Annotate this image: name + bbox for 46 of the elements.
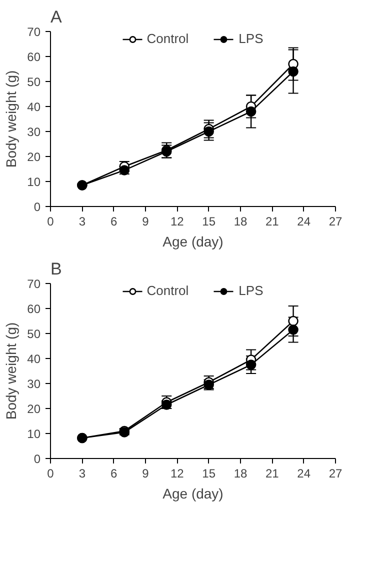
y-tick-label: 0 — [34, 200, 41, 214]
y-tick-label: 60 — [27, 50, 41, 64]
chart-title: B — [50, 260, 62, 278]
y-tick-label: 40 — [27, 100, 41, 114]
x-tick-label: 15 — [202, 214, 216, 228]
x-tick-label: 6 — [110, 214, 118, 228]
x-tick-label: 6 — [110, 466, 118, 480]
x-tick-label: 21 — [265, 214, 280, 228]
y-tick-label: 60 — [27, 302, 41, 316]
y-tick-label: 30 — [27, 377, 41, 391]
x-tick-label: 0 — [47, 214, 54, 228]
y-tick-label: 70 — [27, 277, 41, 291]
x-axis-title: Age (day) — [162, 486, 224, 502]
x-tick-label: 0 — [47, 466, 54, 480]
y-tick-label: 70 — [27, 25, 41, 39]
x-tick-label: 21 — [265, 466, 280, 480]
x-tick-label: 18 — [234, 466, 248, 480]
x-tick-label: 27 — [328, 214, 342, 228]
x-tick-label: 18 — [234, 214, 248, 228]
legend-label: Control — [146, 31, 189, 46]
y-tick-label: 50 — [27, 75, 41, 89]
y-tick-label: 50 — [27, 327, 41, 341]
x-tick-label: 9 — [142, 466, 150, 480]
y-tick-label: 0 — [34, 452, 41, 466]
x-tick-label: 15 — [202, 466, 216, 480]
chart-title: A — [50, 8, 62, 26]
y-tick-label: 30 — [27, 125, 41, 139]
x-tick-label: 12 — [170, 214, 184, 228]
x-tick-label: 24 — [297, 214, 311, 228]
x-tick-label: 27 — [328, 466, 342, 480]
y-tick-label: 10 — [27, 175, 41, 189]
y-tick-label: 20 — [27, 150, 41, 164]
x-tick-label: 3 — [78, 214, 86, 228]
y-axis-title: Body weight (g) — [3, 322, 20, 420]
legend-label: LPS — [238, 283, 264, 298]
x-tick-label: 12 — [170, 466, 184, 480]
legend-label: LPS — [238, 31, 264, 46]
x-tick-label: 3 — [78, 466, 86, 480]
y-tick-label: 20 — [27, 402, 41, 416]
y-axis-title: Body weight (g) — [3, 70, 20, 168]
x-tick-label: 9 — [142, 214, 150, 228]
x-tick-label: 24 — [297, 466, 311, 480]
legend-label: Control — [146, 283, 189, 298]
x-axis-title: Age (day) — [162, 234, 224, 250]
y-tick-label: 40 — [27, 352, 41, 366]
y-tick-label: 10 — [27, 427, 41, 441]
